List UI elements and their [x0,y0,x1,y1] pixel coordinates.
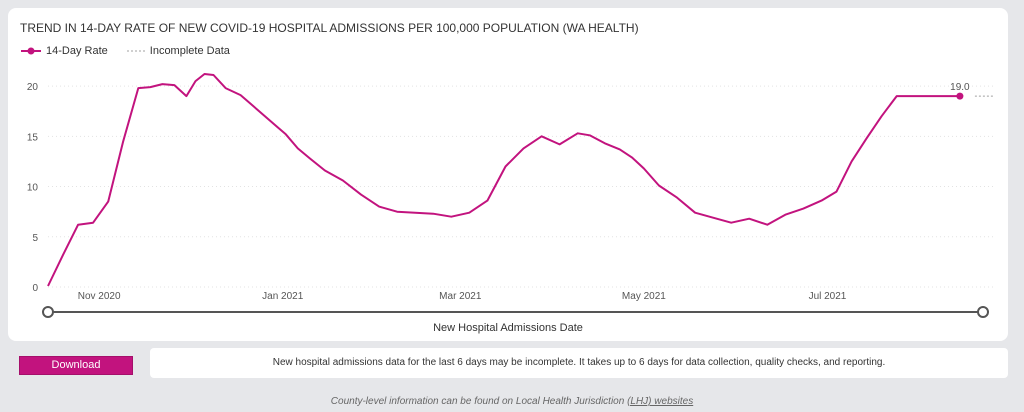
chart-card: TREND IN 14-DAY RATE OF NEW COVID-19 HOS… [8,8,1008,341]
y-tick-label-20: 20 [27,82,39,93]
x-tick-labels: Nov 2020 Jan 2021 Mar 2021 May 2021 Jul 2021 [78,291,847,302]
legend-marker-solid [21,47,41,55]
x-axis-label: New Hospital Admissions Date [433,322,583,334]
date-range-slider[interactable] [42,306,989,318]
x-tick-label-0: Nov 2020 [78,291,121,302]
y-tick-label-5: 5 [32,233,38,244]
grid-layer [48,85,993,288]
chart-title: TREND IN 14-DAY RATE OF NEW COVID-19 HOS… [20,21,639,35]
x-tick-label-1: Jan 2021 [262,291,304,302]
incomplete-data-note: New hospital admissions data for the las… [150,348,1008,378]
last-point-label: 19.0 [950,82,970,93]
legend-marker-dashed [126,50,145,52]
legend-label-14-day-rate: 14-Day Rate [46,45,108,57]
chart-legend: 14-Day Rate Incomplete Data [20,45,248,57]
y-tick-label-0: 0 [32,283,38,294]
y-tick-label-10: 10 [27,183,39,194]
legend-label-incomplete-data: Incomplete Data [149,45,230,57]
slider-handle-end[interactable] [977,306,989,318]
x-tick-label-3: May 2021 [622,291,666,302]
legend-item-14-day-rate[interactable]: 14-Day Rate [20,45,108,57]
lhj-websites-link[interactable]: (LHJ) websites [627,396,694,407]
legend-item-incomplete-data[interactable]: Incomplete Data [126,45,230,57]
x-tick-label-2: Mar 2021 [439,291,482,302]
y-tick-labels: 0 5 10 15 20 [27,82,39,294]
last-point-marker [956,92,964,100]
footer-prefix: County-level information can be found on… [330,396,628,407]
line-chart: 0 5 10 15 20 Nov 2020 Jan 2021 Mar 2021 May 202… [27,73,993,318]
x-tick-label-4: Jul 2021 [809,291,847,302]
series-line-14-day-rate [47,73,960,287]
footer-text: County-level information can be found on… [0,396,1024,407]
series-layer: 19.0 [47,73,993,287]
y-tick-label-15: 15 [27,132,39,143]
download-button[interactable]: Download [19,356,133,375]
slider-handle-start[interactable] [42,306,54,318]
